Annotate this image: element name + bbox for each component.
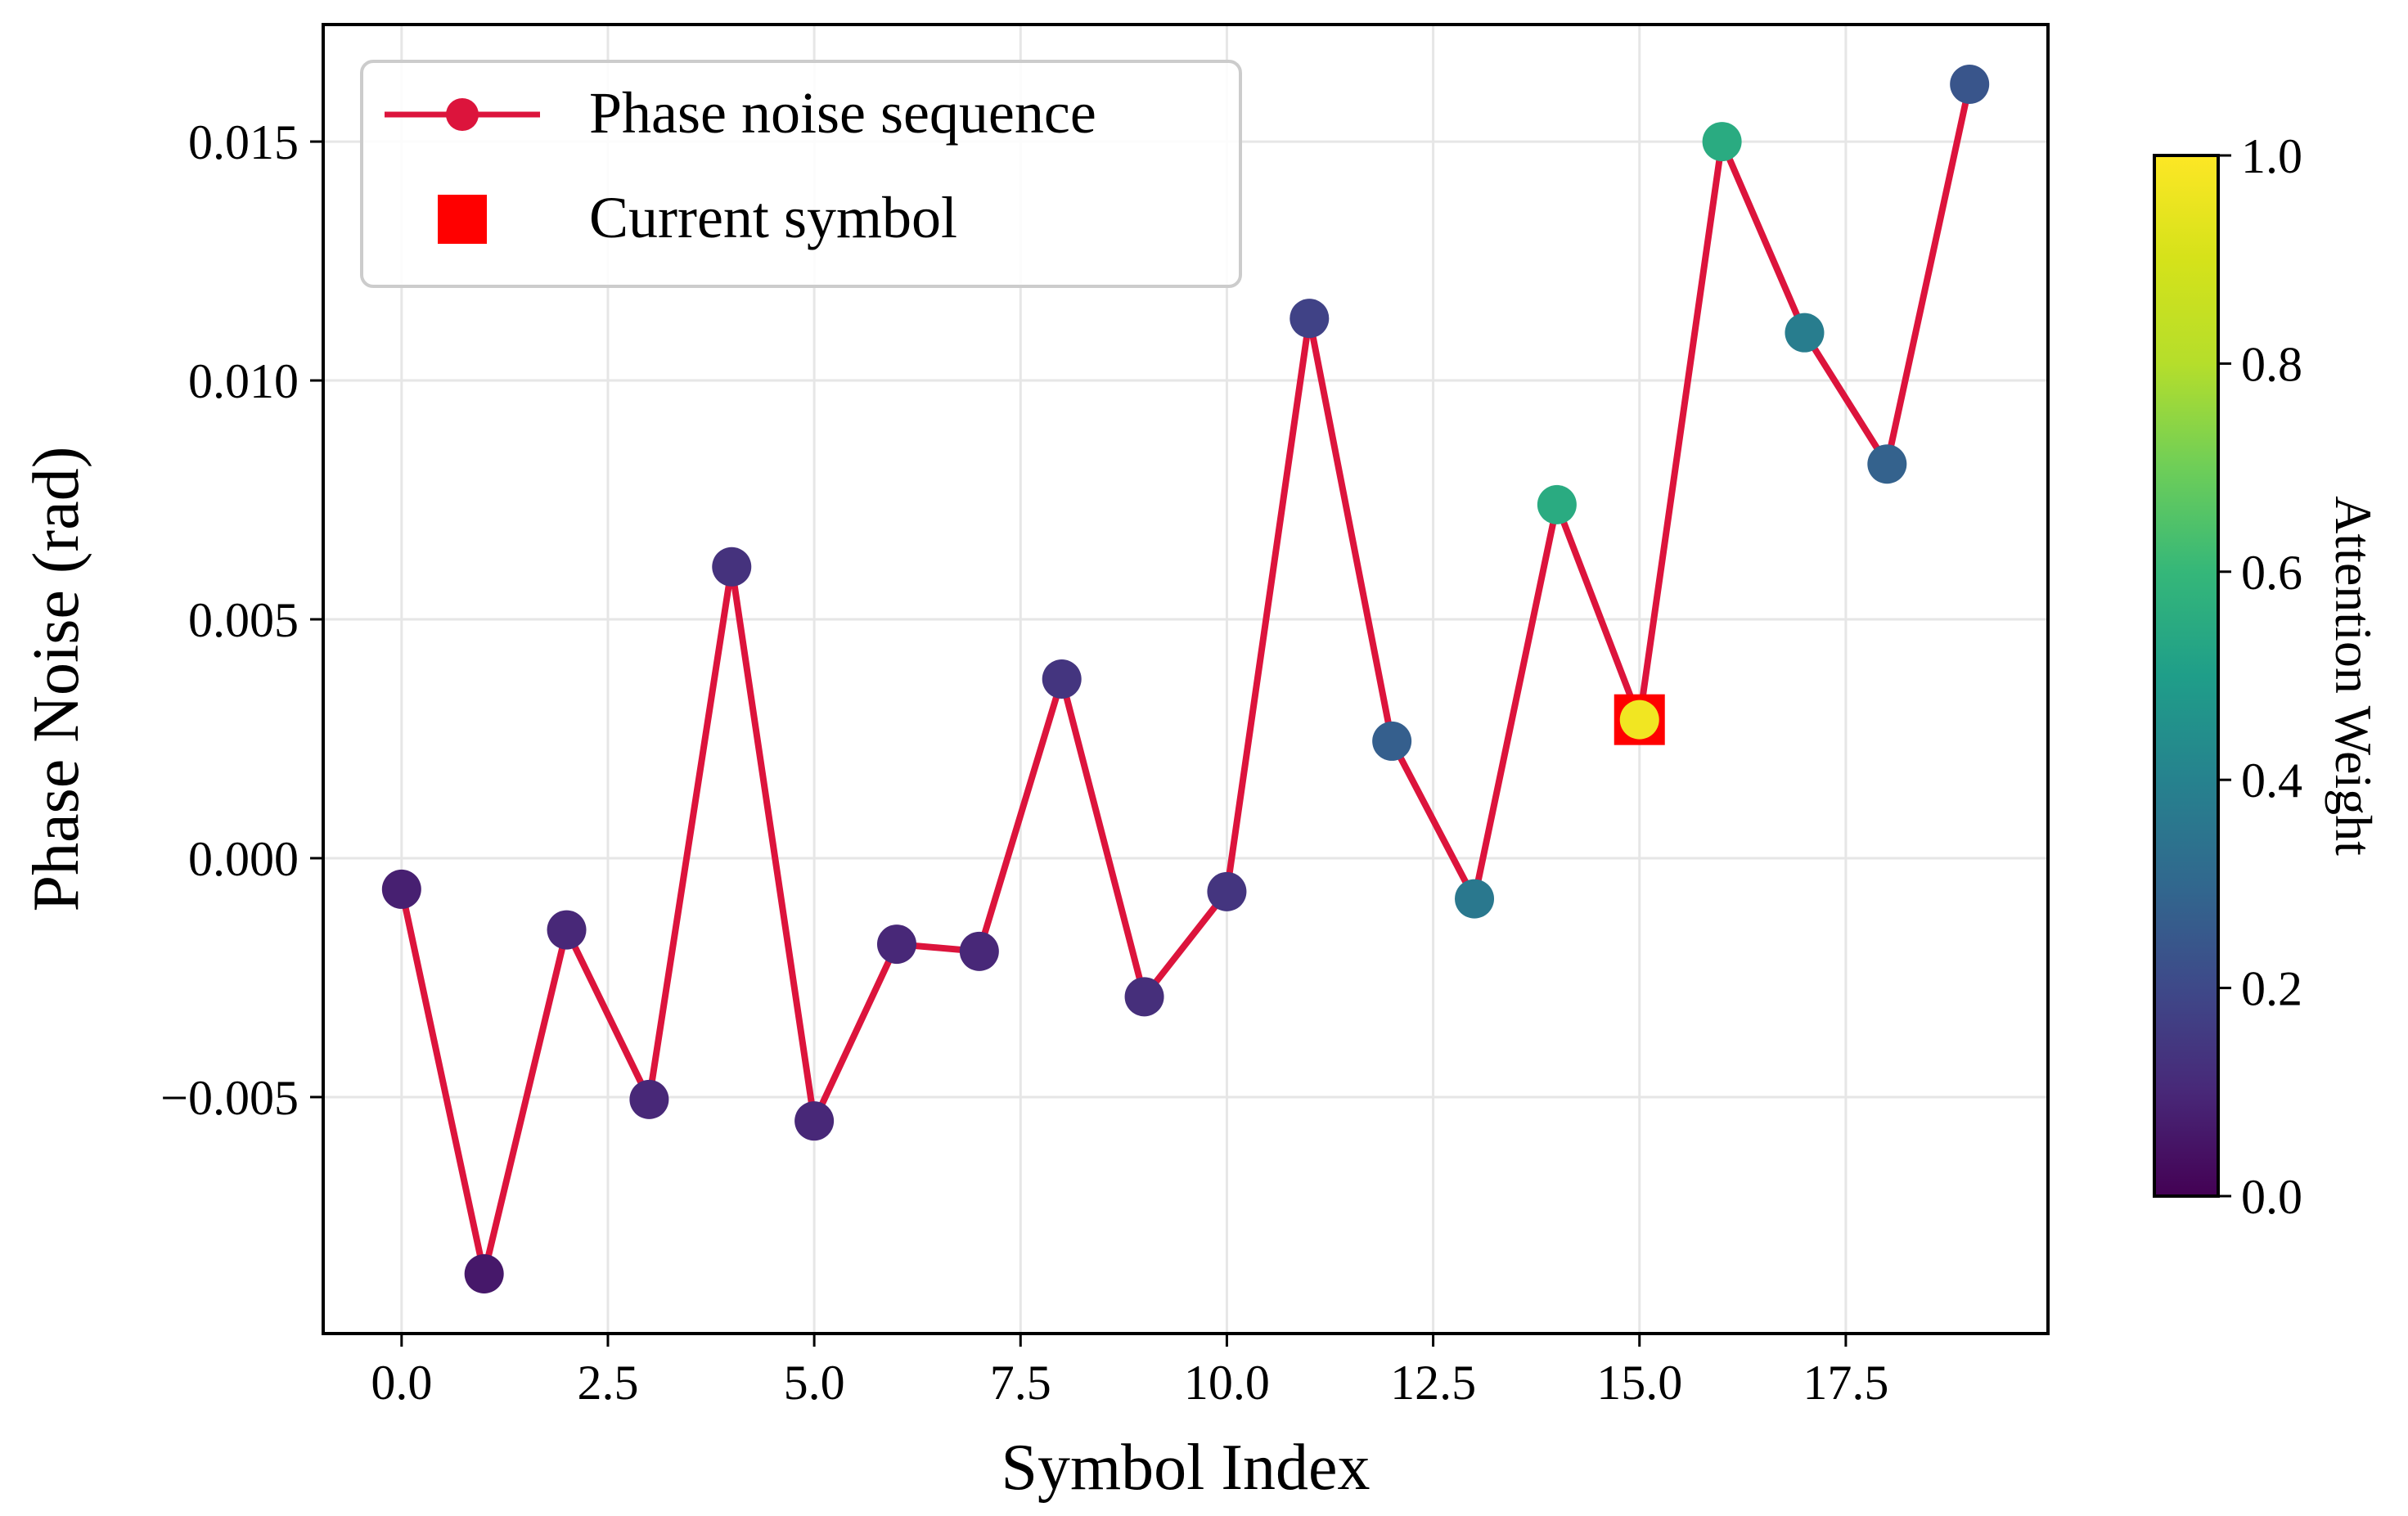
- data-point: [1702, 122, 1742, 162]
- y-tick-label: 0.005: [188, 593, 299, 647]
- data-point: [794, 1101, 835, 1141]
- data-point: [547, 910, 587, 950]
- data-points: [381, 64, 1990, 1294]
- data-point: [464, 1254, 504, 1294]
- legend-square-swatch: [438, 195, 487, 244]
- data-point: [1455, 879, 1495, 919]
- colorbar-tick-label: 0.4: [2241, 754, 2302, 807]
- data-point: [876, 924, 916, 965]
- data-point: [1042, 659, 1082, 699]
- legend-entry-phase-noise: Phase noise sequence: [589, 80, 1096, 146]
- colorbar-tick-label: 1.0: [2241, 129, 2302, 183]
- data-point: [1950, 64, 1990, 104]
- colorbar-tick-label: 0.2: [2241, 962, 2302, 1016]
- x-tick-label: 15.0: [1596, 1356, 1682, 1410]
- colorbar-label: Attention Weight: [2325, 496, 2383, 856]
- colorbar-tick-label: 0.8: [2241, 337, 2302, 391]
- colorbar: 0.0 0.2 0.4 0.6 0.8 1.0 Attention Weight: [2153, 129, 2383, 1224]
- legend-marker-swatch: [446, 98, 479, 131]
- data-point: [1537, 484, 1577, 524]
- data-point: [1619, 700, 1659, 740]
- x-tick-label: 0.0: [371, 1356, 432, 1410]
- colorbar-gradient: [2153, 154, 2220, 1198]
- data-point: [629, 1079, 669, 1119]
- legend: Phase noise sequence Current symbol: [360, 60, 1242, 288]
- data-point: [1372, 721, 1412, 761]
- phase-noise-line: [398, 83, 1974, 1278]
- y-tick-label: 0.010: [188, 354, 299, 408]
- y-axis-ticks: −0.005 0.000 0.005 0.010 0.015: [160, 115, 323, 1125]
- legend-box: [360, 60, 1242, 288]
- x-axis-ticks: 0.0 2.5 5.0 7.5 10.0 12.5 15.0 17.5: [371, 1334, 1888, 1410]
- data-point: [1207, 871, 1247, 911]
- data-point: [1867, 444, 1907, 484]
- x-tick-label: 7.5: [990, 1356, 1051, 1410]
- y-tick-label: 0.015: [188, 115, 299, 169]
- data-point: [1124, 977, 1164, 1017]
- y-tick-label: 0.000: [188, 832, 299, 886]
- colorbar-tick-label: 0.6: [2241, 546, 2302, 600]
- x-tick-label: 2.5: [577, 1356, 638, 1410]
- x-tick-label: 17.5: [1803, 1356, 1888, 1410]
- x-tick-label: 5.0: [784, 1356, 845, 1410]
- data-point: [1290, 299, 1330, 339]
- y-tick-label: −0.005: [160, 1071, 299, 1125]
- data-point: [712, 547, 752, 587]
- data-point: [959, 931, 999, 971]
- x-tick-label: 10.0: [1184, 1356, 1270, 1410]
- legend-entry-current-symbol: Current symbol: [589, 185, 957, 250]
- x-axis-label: Symbol Index: [1001, 1432, 1370, 1504]
- y-axis-label: Phase Noise (rad): [20, 447, 92, 912]
- colorbar-ticks: 0.0 0.2 0.4 0.6 0.8 1.0: [2218, 129, 2302, 1224]
- plot-area-frame: [322, 23, 2050, 1335]
- data-point: [381, 869, 421, 909]
- colorbar-tick-label: 0.0: [2241, 1170, 2302, 1224]
- series-line: [398, 83, 1974, 1278]
- x-tick-label: 12.5: [1390, 1356, 1476, 1410]
- data-point: [1785, 313, 1825, 353]
